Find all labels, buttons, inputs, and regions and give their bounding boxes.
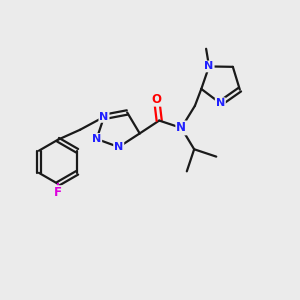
Text: N: N <box>99 112 109 122</box>
Text: O: O <box>152 93 162 106</box>
Text: N: N <box>204 61 214 71</box>
Text: N: N <box>92 134 101 144</box>
Text: F: F <box>54 186 62 199</box>
Text: N: N <box>176 122 186 134</box>
Text: N: N <box>216 98 225 108</box>
Text: N: N <box>114 142 123 152</box>
